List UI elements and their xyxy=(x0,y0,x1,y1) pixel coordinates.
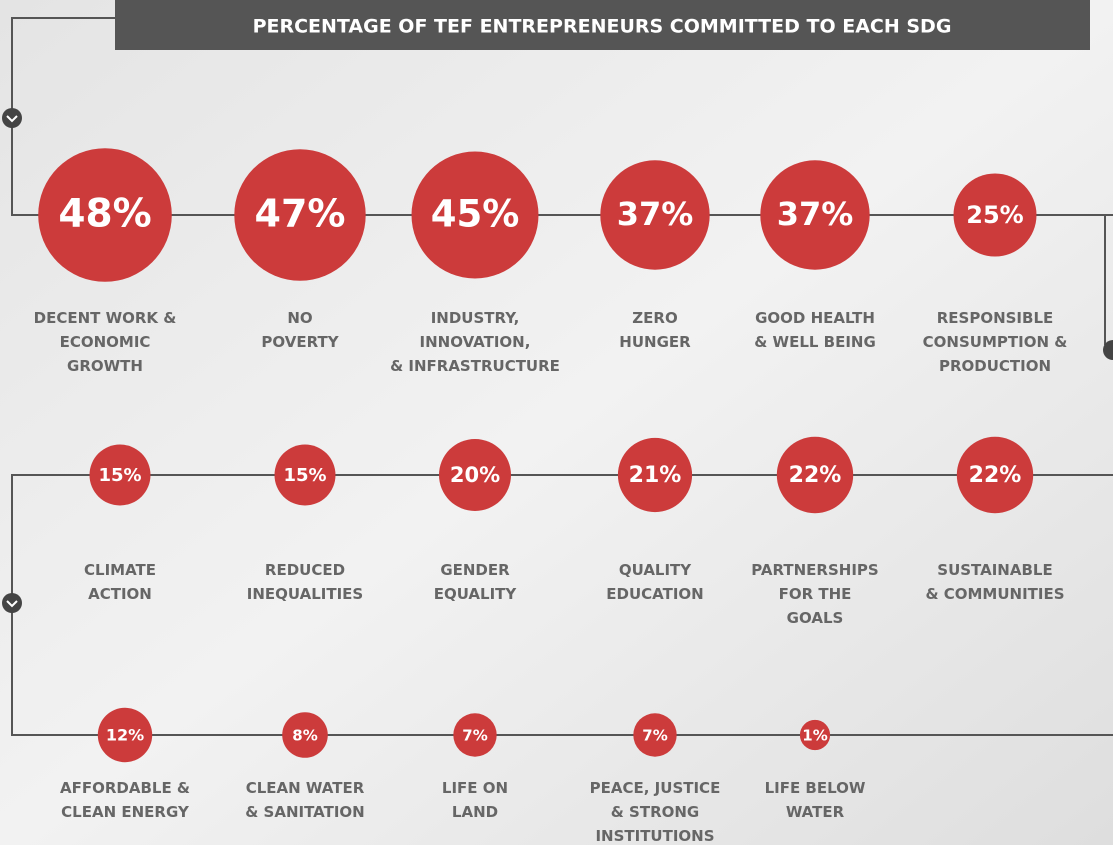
category-line: EQUALITY xyxy=(434,585,518,603)
category-line: & STRONG xyxy=(611,803,700,821)
category-line: LAND xyxy=(452,803,498,821)
category-line: WATER xyxy=(786,803,845,821)
value-label: 1% xyxy=(802,727,827,745)
value-label: 22% xyxy=(789,463,842,488)
category-line: DECENT WORK & xyxy=(34,309,177,327)
category-line: EDUCATION xyxy=(606,585,703,603)
category-label: RESPONSIBLE CONSUMPTION & PRODUCTION xyxy=(923,309,1068,375)
category-line: INDUSTRY, xyxy=(431,309,520,327)
category-line: PEACE, JUSTICE xyxy=(590,779,721,797)
category-line: LIFE BELOW xyxy=(765,779,866,797)
value-label: 37% xyxy=(617,195,694,233)
chart-title: PERCENTAGE OF TEF ENTREPRENEURS COMMITTE… xyxy=(253,16,952,38)
category-line: ACTION xyxy=(88,585,152,603)
category-line: RESPONSIBLE xyxy=(937,309,1054,327)
category-line: & COMMUNITIES xyxy=(925,585,1064,603)
value-label: 37% xyxy=(777,195,854,233)
value-label: 47% xyxy=(255,192,346,236)
value-label: 7% xyxy=(462,727,487,745)
category-line: CONSUMPTION & xyxy=(923,333,1068,351)
category-line: INNOVATION, xyxy=(420,333,531,351)
category-line: POVERTY xyxy=(261,333,339,351)
category-line: QUALITY xyxy=(619,561,692,579)
value-label: 20% xyxy=(450,463,500,487)
value-label: 15% xyxy=(98,465,141,486)
category-line: SUSTAINABLE xyxy=(937,561,1052,579)
category-line: NO xyxy=(287,309,312,327)
category-line: AFFORDABLE & xyxy=(60,779,190,797)
category-line: LIFE ON xyxy=(442,779,508,797)
value-label: 15% xyxy=(283,465,326,486)
category-line: FOR THE xyxy=(779,585,852,603)
value-label: 22% xyxy=(969,463,1022,488)
category-line: GROWTH xyxy=(67,357,143,375)
value-label: 21% xyxy=(629,463,682,488)
category-line: INSTITUTIONS xyxy=(595,827,714,845)
chevron xyxy=(2,593,22,613)
category-line: ECONOMIC xyxy=(60,333,151,351)
category-line: CLIMATE xyxy=(84,561,156,579)
category-line: & WELL BEING xyxy=(754,333,876,351)
infographic: PERCENTAGE OF TEF ENTREPRENEURS COMMITTE… xyxy=(0,0,1113,845)
value-label: 45% xyxy=(431,193,520,236)
category-line: REDUCED xyxy=(265,561,345,579)
value-label: 25% xyxy=(966,201,1023,229)
category-line: INEQUALITIES xyxy=(247,585,363,603)
category-line: ZERO xyxy=(632,309,677,327)
category-line: GOOD HEALTH xyxy=(755,309,875,327)
category-line: CLEAN WATER xyxy=(246,779,365,797)
category-line: & SANITATION xyxy=(245,803,364,821)
category-line: & INFRASTRUCTURE xyxy=(390,357,560,375)
category-line: HUNGER xyxy=(619,333,691,351)
chevron xyxy=(2,108,22,128)
category-line: PRODUCTION xyxy=(939,357,1051,375)
category-line: CLEAN ENERGY xyxy=(61,803,190,821)
category-line: GENDER xyxy=(440,561,510,579)
value-label: 48% xyxy=(58,192,151,237)
value-label: 12% xyxy=(106,726,144,745)
page: {"chart_data": {"type": "bubble", "title… xyxy=(0,0,1113,845)
value-label: 8% xyxy=(292,727,317,745)
category-line: PARTNERSHIPS xyxy=(751,561,878,579)
background xyxy=(0,0,1113,845)
category-line: GOALS xyxy=(787,609,844,627)
value-label: 7% xyxy=(642,727,667,745)
